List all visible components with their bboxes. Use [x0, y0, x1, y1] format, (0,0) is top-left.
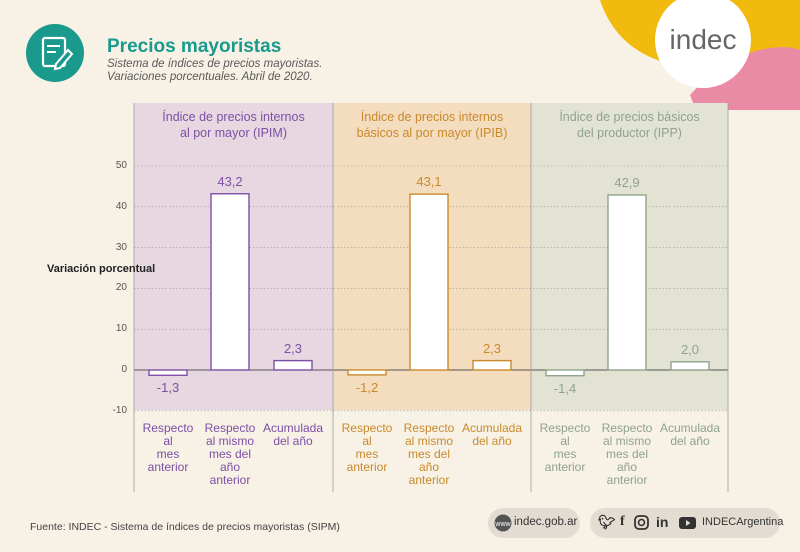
category-label: Acumulada del año	[459, 422, 525, 448]
category-label-line: anterior	[346, 460, 388, 474]
bar	[670, 361, 710, 371]
category-label-line: al	[163, 434, 173, 448]
data-label: -1,4	[553, 380, 577, 396]
category-label: Respecto al mes anterior	[334, 422, 400, 474]
category-label-line: anterior	[606, 473, 648, 487]
y-tick-label: 0	[121, 364, 127, 375]
subtitle-line-1: Sistema de índices de precios mayoristas…	[107, 58, 323, 70]
instagram-icon[interactable]	[634, 515, 649, 530]
category-label: Respecto al mes anterior	[135, 422, 201, 474]
category-label-line: mes del	[407, 447, 451, 461]
data-label: 2,3	[283, 340, 303, 356]
y-tick-label: 50	[115, 160, 127, 171]
category-label-line: Respecto	[142, 421, 194, 435]
document-edit-glyph	[41, 36, 74, 71]
panel-title-line: Índice de precios internos	[162, 110, 305, 124]
bar	[148, 369, 188, 377]
data-label: 43,1	[416, 174, 442, 190]
category-label-line: mes	[355, 447, 379, 461]
category-label-line: año	[616, 460, 638, 474]
page-title: Precios mayoristas	[107, 36, 282, 57]
category-label-line: anterior	[147, 460, 189, 474]
category-label-line: Respecto	[601, 421, 653, 435]
category-label: Respecto al mismo mes del año anterior	[594, 422, 660, 487]
category-label-line: Respecto	[204, 421, 256, 435]
category-label-line: Acumulada	[262, 421, 324, 435]
social-handle[interactable]: INDECArgentina	[702, 516, 784, 528]
data-label: -1,2	[355, 379, 379, 395]
y-tick-label: 30	[115, 241, 127, 253]
panel-title-line: básicos al por mayor (IPIB)	[356, 126, 508, 140]
panel-title-line: al por mayor (IPIM)	[180, 126, 287, 140]
document-edit-icon	[26, 24, 84, 82]
category-label-line: Acumulada	[659, 421, 721, 435]
bar	[347, 369, 387, 376]
category-label-line: Respecto	[403, 421, 455, 435]
y-tick-label: 40	[115, 200, 127, 212]
category-label: Acumulada del año	[260, 422, 326, 448]
brand-circle	[655, 0, 751, 88]
bar	[409, 193, 449, 371]
bar-group	[148, 193, 710, 377]
bar	[607, 194, 647, 371]
category-label-line: del año	[273, 434, 313, 448]
category-label: Respecto al mes anterior	[532, 422, 598, 474]
category-label-line: del año	[670, 434, 710, 448]
brand-logo: indec	[670, 24, 737, 55]
bar	[273, 359, 313, 371]
category-label: Respecto al mismo mes del año anterior	[197, 422, 263, 487]
panel-title-line: Índice de precios internos	[360, 110, 504, 124]
bar	[545, 369, 585, 377]
globe-icon: www	[494, 514, 512, 532]
bar	[210, 193, 250, 371]
panel-title-ipib: Índice de precios internos básicos al po…	[333, 109, 531, 141]
y-tick-label: -10	[112, 404, 127, 416]
website-link[interactable]: indec.gob.ar	[514, 516, 578, 528]
data-label: 43,2	[217, 173, 243, 189]
category-label-line: mes del	[605, 447, 649, 461]
data-label: 2,0	[680, 341, 700, 357]
category-label: Acumulada del año	[657, 422, 723, 448]
category-label-line: anterior	[209, 473, 251, 487]
youtube-icon[interactable]	[679, 517, 696, 529]
data-label: 42,9	[614, 174, 640, 190]
panel-dividers	[133, 103, 729, 492]
category-label-line: del año	[472, 434, 512, 448]
facebook-icon[interactable]: f	[620, 514, 625, 529]
panel-title-ipp: Índice de precios básicos del productor …	[531, 109, 728, 141]
category-label-line: anterior	[408, 473, 450, 487]
category-label-line: mes del	[208, 447, 252, 461]
pink-blob	[690, 47, 800, 110]
linkedin-icon[interactable]: in	[656, 514, 669, 530]
category-label-line: al mismo	[205, 434, 254, 448]
category-label-line: año	[418, 460, 440, 474]
category-label-line: año	[219, 460, 241, 474]
svg-text:www: www	[494, 521, 511, 528]
category-label-line: al	[362, 434, 372, 448]
y-axis-label: Variación porcentual	[47, 263, 156, 275]
data-label: 2,3	[482, 340, 502, 356]
category-label-line: al mismo	[602, 434, 651, 448]
category-label-line: Respecto	[539, 421, 591, 435]
category-label-line: mes	[156, 447, 180, 461]
source-note: Fuente: INDEC - Sistema de índices de pr…	[30, 521, 340, 533]
category-label-line: anterior	[544, 460, 586, 474]
category-label: Respecto al mismo mes del año anterior	[396, 422, 462, 487]
panel-title-ipim: Índice de precios internos al por mayor …	[134, 109, 333, 141]
data-label: -1,3	[156, 380, 180, 396]
category-label-line: al mismo	[404, 434, 453, 448]
category-label-line: al	[560, 434, 570, 448]
panel-title-line: del productor (IPP)	[577, 126, 682, 140]
bar	[472, 359, 512, 371]
category-label-line: mes	[553, 447, 577, 461]
twitter-icon[interactable]: 🐦︎	[598, 514, 616, 530]
y-tick-label: 20	[115, 282, 127, 294]
panel-title-line: Índice de precios básicos	[559, 110, 700, 124]
subtitle-line-2: Variaciones porcentuales. Abril de 2020.	[107, 71, 313, 83]
category-label-line: Acumulada	[461, 421, 523, 435]
category-label-line: Respecto	[341, 421, 393, 435]
y-tick-label: 10	[115, 323, 127, 335]
corner-decoration: indec	[600, 0, 800, 110]
